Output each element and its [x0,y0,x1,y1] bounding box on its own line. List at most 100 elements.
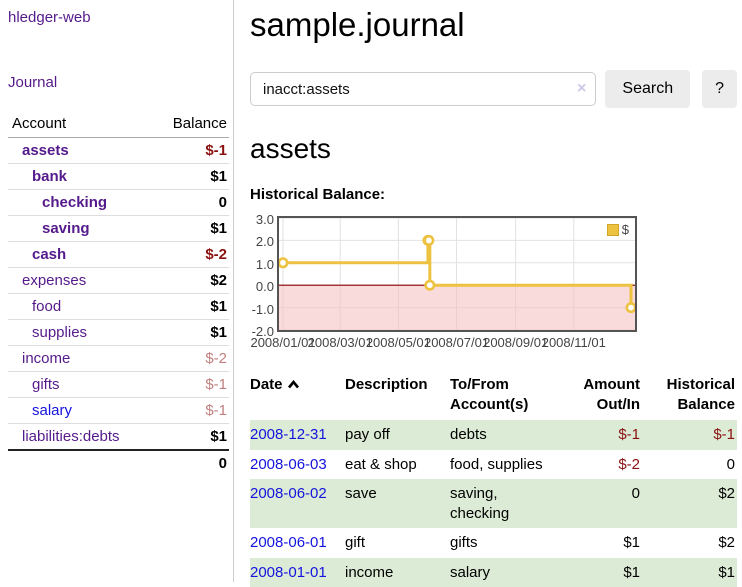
transaction-description: eat & shop [345,450,450,480]
sidebar: hledger-web Journal Account Balance asse… [8,0,229,476]
account-row: liabilities:debts $1 [8,424,229,451]
register-header-to-from-account-s-[interactable]: To/From Account(s) [450,371,560,420]
account-balance: $1 [152,164,229,190]
account-balance: $-2 [152,346,229,372]
transaction-date-link[interactable]: 2008-01-01 [250,564,327,581]
transaction-amount: 0 [560,479,642,528]
account-link-checking[interactable]: checking [42,194,107,211]
register-header-historical-balance[interactable]: Historical Balance [642,371,737,420]
transaction-description: pay off [345,420,450,450]
accounts-total-row: 0 [8,450,229,476]
account-row: salary$-1 [8,398,229,424]
account-balance: $-2 [152,242,229,268]
account-row: gifts $-1 [8,372,229,398]
sidebar-divider [233,0,234,582]
x-axis-tick-label: 2008/01/01 [250,335,315,350]
y-axis-tick-label: 0.0 [250,279,274,294]
transaction-amount: $-1 [560,420,642,450]
transaction-accounts: food, supplies [450,450,560,480]
account-row: assets $-1 [8,138,229,164]
transaction-amount: $1 [560,528,642,558]
register-header-description[interactable]: Description [345,371,450,420]
transaction-description: income [345,558,450,587]
account-heading: assets [250,133,737,165]
account-balance: $2 [152,268,229,294]
search-form: × Search ? [250,70,737,108]
account-link-gifts[interactable]: gifts [32,376,60,393]
account-link-liabilities-debts[interactable]: liabilities:debts [22,428,120,445]
register-header-amount-out-in[interactable]: Amount Out/In [560,371,642,420]
account-row: supplies $1 [8,320,229,346]
y-axis-tick-label: 3.0 [250,212,274,227]
sort-asc-icon [287,380,300,389]
account-link-expenses[interactable]: expenses [22,272,86,289]
account-row: cash $-2 [8,242,229,268]
transaction-date-link[interactable]: 2008-06-02 [250,485,327,502]
transaction-balance: $1 [642,558,737,587]
transaction-description: save [345,479,450,528]
account-link-supplies[interactable]: supplies [32,324,87,341]
transaction-accounts: saving, checking [450,479,560,528]
chart-heading: Historical Balance: [250,186,737,203]
account-balance: $-1 [152,372,229,398]
account-link-food[interactable]: food [32,298,61,315]
search-help-button[interactable]: ? [702,70,737,108]
account-row: bank $1 [8,164,229,190]
transaction-accounts: salary [450,558,560,587]
x-axis-tick-label: 2008/07/01 [424,335,489,350]
transaction-description: gift [345,528,450,558]
account-balance: 0 [152,190,229,216]
transaction-date-link[interactable]: 2008-06-03 [250,456,327,473]
transaction-accounts: debts [450,420,560,450]
register-header-date[interactable]: Date [250,371,345,420]
transaction-balance: $2 [642,479,737,528]
account-balance: $1 [152,320,229,346]
account-balance: $1 [152,424,229,451]
x-axis-tick-label: 2008/03/01 [308,335,373,350]
account-balance: $1 [152,216,229,242]
account-column-header: Account [8,112,152,138]
account-link-assets[interactable]: assets [22,142,69,159]
transaction-date-link[interactable]: 2008-12-31 [250,426,327,443]
clear-search-icon[interactable]: × [577,79,586,99]
transaction-date-link[interactable]: 2008-06-01 [250,534,327,551]
y-axis-tick-label: 2.0 [250,234,274,249]
chart-plot-area[interactable]: $ [277,216,637,332]
account-balance: $-1 [152,138,229,164]
account-link-income[interactable]: income [22,350,70,367]
accounts-table-header: Account Balance [8,112,229,138]
app-brand-link[interactable]: hledger-web [8,9,91,26]
y-axis-tick-label: -1.0 [250,302,274,317]
transaction-balance: 0 [642,450,737,480]
account-balance: $1 [152,294,229,320]
x-axis-tick-label: 2008/11/01 [542,335,606,350]
chart-legend: $ [605,221,631,238]
account-row: income $-2 [8,346,229,372]
account-link-bank[interactable]: bank [32,168,67,185]
legend-swatch-icon [607,224,619,236]
account-row: expenses $2 [8,268,229,294]
transaction-amount: $1 [560,558,642,587]
transaction-balance: $2 [642,528,737,558]
account-link-cash[interactable]: cash [32,246,66,263]
page-title: sample.journal [250,6,737,44]
sidebar-item-journal[interactable]: Journal [8,74,57,91]
account-row: saving $1 [8,216,229,242]
search-input[interactable] [250,72,596,106]
x-axis-tick-label: 2008/05/01 [366,335,431,350]
account-link-salary[interactable]: salary [32,402,72,419]
x-axis-tick-label: 2008/09/01 [483,335,548,350]
transaction-balance: $-1 [642,420,737,450]
accounts-table: Account Balance assets $-1 bank $1 checking 0… [8,112,229,476]
legend-label: $ [622,222,629,237]
account-link-saving[interactable]: saving [42,220,90,237]
search-button[interactable]: Search [605,70,690,108]
